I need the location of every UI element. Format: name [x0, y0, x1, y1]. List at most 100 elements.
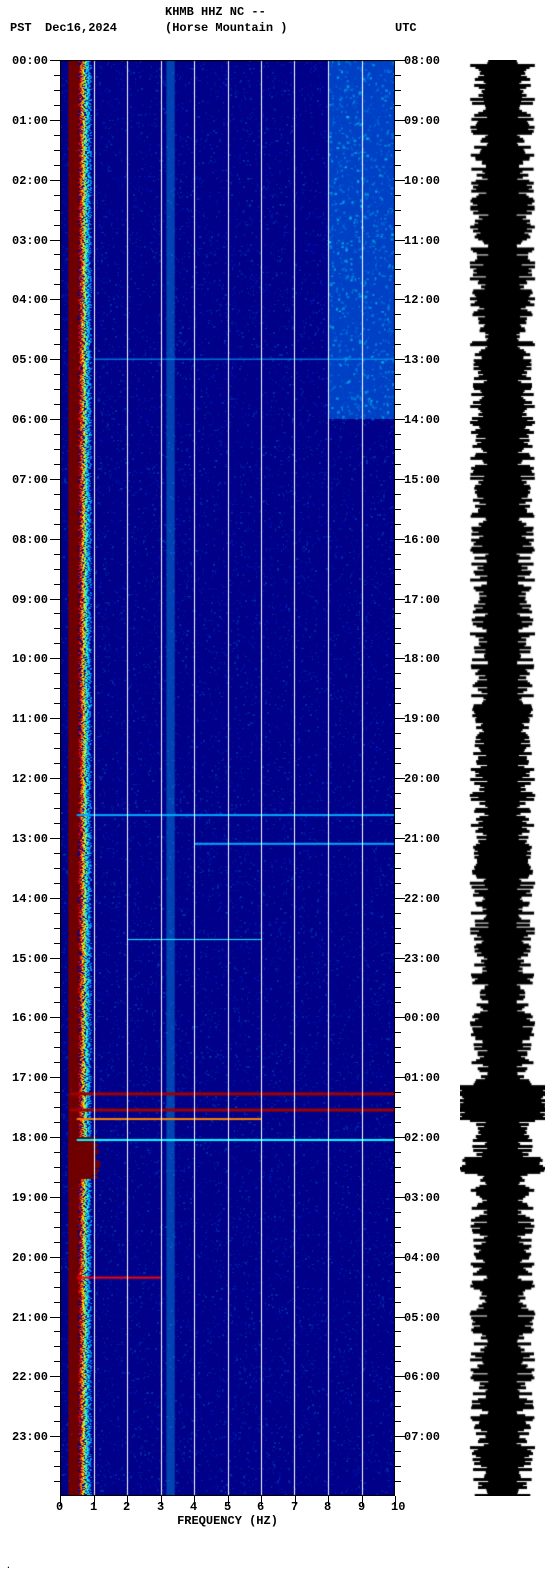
xtick-label: 4: [190, 1500, 197, 1514]
ytick-left-minor: [54, 329, 60, 330]
ytick-left-minor: [54, 284, 60, 285]
ytick-left-minor: [54, 1122, 60, 1123]
ytick-right-label: 07:00: [404, 1430, 440, 1444]
ytick-left-minor: [54, 913, 60, 914]
ytick-left-minor: [54, 1092, 60, 1093]
figure-root: KHMB HHZ NC --PSTDec16,2024(Horse Mounta…: [0, 0, 552, 1584]
ytick-left: [50, 778, 60, 779]
ytick-right-minor: [395, 569, 401, 570]
xtick-label: 8: [324, 1500, 331, 1514]
header-station: KHMB HHZ NC --: [165, 5, 266, 19]
ytick-left-minor: [54, 569, 60, 570]
ytick-left-minor: [54, 90, 60, 91]
ytick-right-label: 02:00: [404, 1131, 440, 1145]
ytick-right-minor: [395, 1302, 401, 1303]
ytick-left-label: 01:00: [12, 114, 48, 128]
xtick-label: 7: [291, 1500, 298, 1514]
ytick-left-minor: [54, 1466, 60, 1467]
ytick-right-minor: [395, 1406, 401, 1407]
ytick-left-minor: [54, 434, 60, 435]
ytick-left-minor: [54, 703, 60, 704]
ytick-right-minor: [395, 703, 401, 704]
ytick-right-label: 08:00: [404, 54, 440, 68]
xtick-label: 1: [90, 1500, 97, 1514]
ytick-left-label: 12:00: [12, 772, 48, 786]
ytick-left-minor: [54, 554, 60, 555]
ytick-right-minor: [395, 165, 401, 166]
waveform-canvas: [460, 60, 545, 1496]
ytick-right-minor: [395, 524, 401, 525]
ytick-right-minor: [395, 793, 401, 794]
ytick-right-minor: [395, 210, 401, 211]
ytick-left: [50, 1017, 60, 1018]
ytick-left-label: 11:00: [12, 712, 48, 726]
ytick-left: [50, 1197, 60, 1198]
ytick-left-minor: [54, 1361, 60, 1362]
xtick-label: 10: [391, 1500, 405, 1514]
ytick-right-label: 20:00: [404, 772, 440, 786]
xaxis-title: FREQUENCY (HZ): [60, 1514, 395, 1528]
ytick-left-minor: [54, 987, 60, 988]
ytick-right-minor: [395, 1242, 401, 1243]
ytick-right-minor: [395, 1152, 401, 1153]
ytick-right-minor: [395, 105, 401, 106]
ytick-left-minor: [54, 1062, 60, 1063]
ytick-left: [50, 1257, 60, 1258]
ytick-left: [50, 1317, 60, 1318]
ytick-right-minor: [395, 1451, 401, 1452]
ytick-left-minor: [54, 1107, 60, 1108]
ytick-right-minor: [395, 853, 401, 854]
ytick-left: [50, 359, 60, 360]
ytick-left-minor: [54, 389, 60, 390]
ytick-right-minor: [395, 628, 401, 629]
ytick-right-minor: [395, 464, 401, 465]
ytick-left-minor: [54, 225, 60, 226]
ytick-left-minor: [54, 1032, 60, 1033]
ytick-left: [50, 120, 60, 121]
ytick-right-minor: [395, 808, 401, 809]
ytick-left: [50, 718, 60, 719]
ytick-left-minor: [54, 195, 60, 196]
ytick-left-minor: [54, 135, 60, 136]
ytick-right-minor: [395, 733, 401, 734]
ytick-left: [50, 1436, 60, 1437]
ytick-right-minor: [395, 90, 401, 91]
ytick-right-minor: [395, 868, 401, 869]
ytick-left-minor: [54, 1331, 60, 1332]
ytick-left: [50, 898, 60, 899]
ytick-left-label: 13:00: [12, 832, 48, 846]
ytick-right-minor: [395, 1331, 401, 1332]
ytick-left-minor: [54, 1451, 60, 1452]
ytick-left: [50, 180, 60, 181]
ytick-left-minor: [54, 165, 60, 166]
ytick-left-minor: [54, 524, 60, 525]
ytick-left-minor: [54, 733, 60, 734]
header-pst: PST: [10, 21, 32, 35]
ytick-left-minor: [54, 763, 60, 764]
ytick-right-minor: [395, 75, 401, 76]
ytick-left-minor: [54, 1272, 60, 1273]
ytick-left-minor: [54, 1481, 60, 1482]
xtick-label: 2: [123, 1500, 130, 1514]
ytick-right-label: 12:00: [404, 293, 440, 307]
ytick-right-label: 06:00: [404, 1370, 440, 1384]
ytick-right-label: 01:00: [404, 1071, 440, 1085]
ytick-left-minor: [54, 972, 60, 973]
xtick-label: 5: [224, 1500, 231, 1514]
ytick-right-label: 03:00: [404, 1191, 440, 1205]
ytick-left-minor: [54, 269, 60, 270]
ytick-left-label: 08:00: [12, 533, 48, 547]
ytick-right-minor: [395, 1272, 401, 1273]
ytick-right-minor: [395, 494, 401, 495]
ytick-right-label: 10:00: [404, 174, 440, 188]
ytick-left-minor: [54, 1406, 60, 1407]
ytick-left-label: 15:00: [12, 952, 48, 966]
header-utc: UTC: [395, 21, 417, 35]
ytick-right-minor: [395, 1346, 401, 1347]
ytick-right-label: 04:00: [404, 1251, 440, 1265]
ytick-left-label: 22:00: [12, 1370, 48, 1384]
ytick-right-minor: [395, 404, 401, 405]
ytick-right-minor: [395, 374, 401, 375]
ytick-left-minor: [54, 1212, 60, 1213]
ytick-left-minor: [54, 943, 60, 944]
